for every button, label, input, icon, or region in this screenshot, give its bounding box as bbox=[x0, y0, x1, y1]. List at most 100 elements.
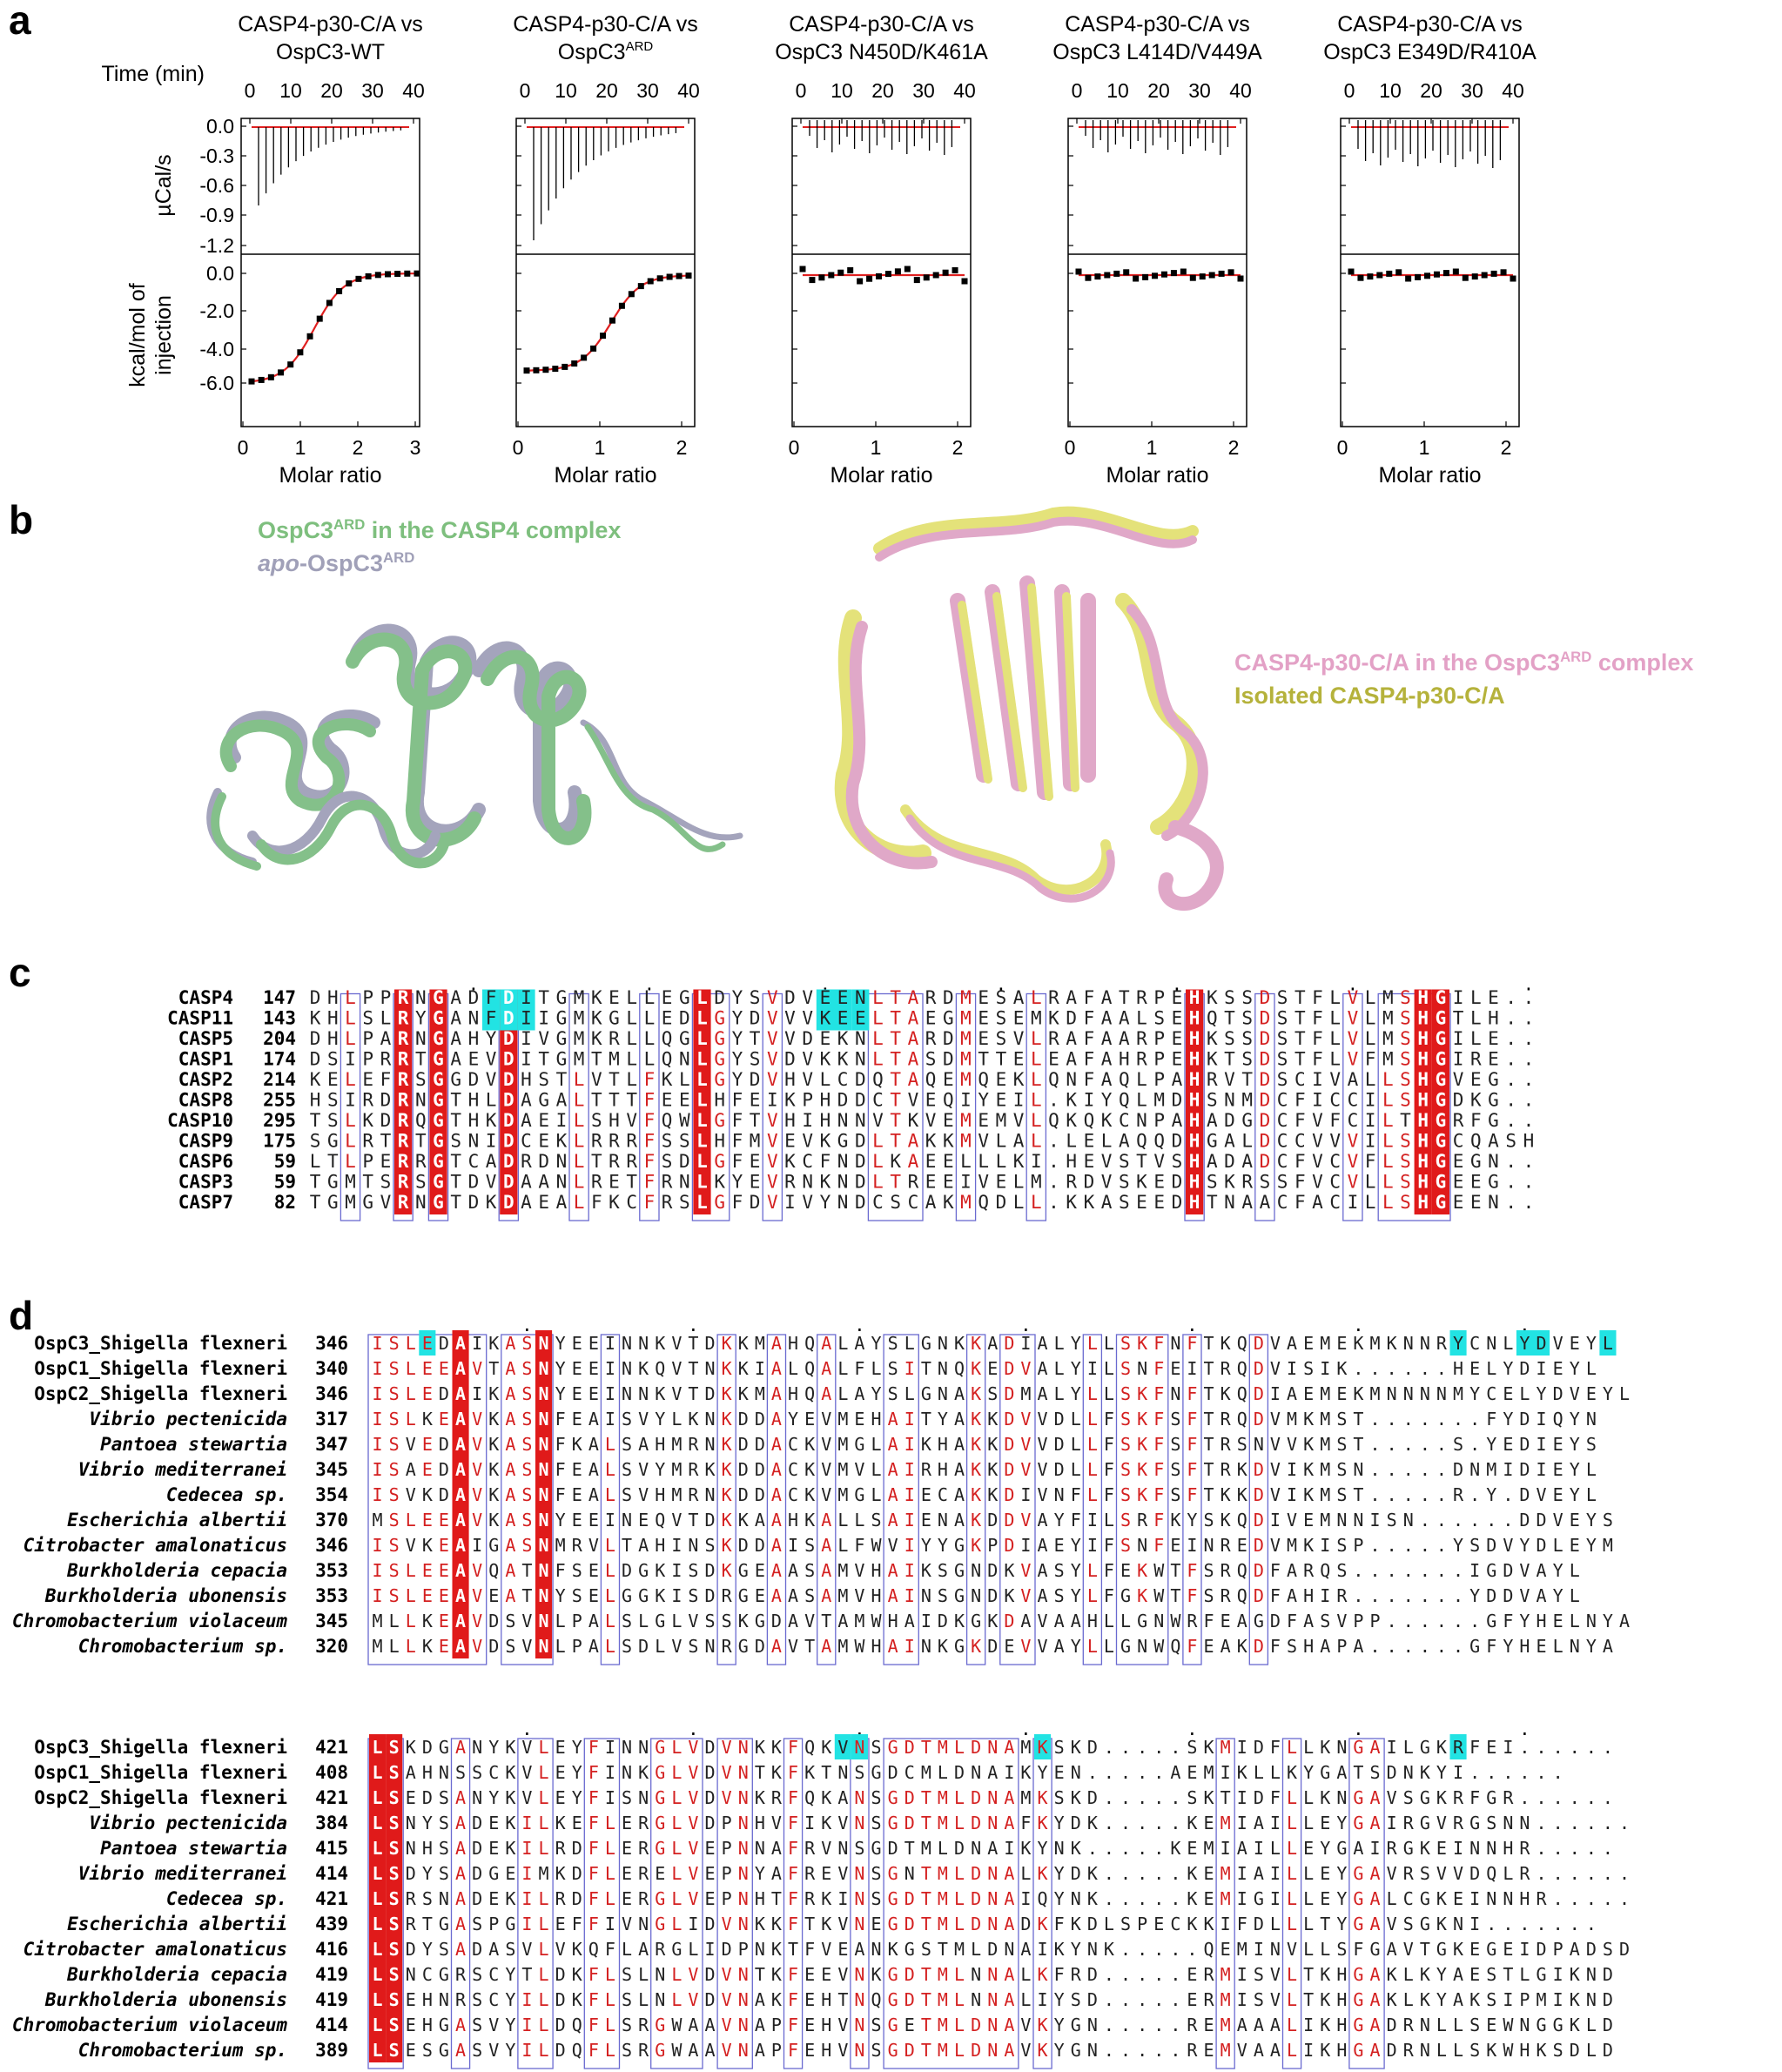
itc-title-line1: CASP4-p30-C/A vs bbox=[238, 12, 423, 37]
residue: K bbox=[1303, 1535, 1314, 1556]
residue: T bbox=[1353, 1484, 1363, 1505]
residue: R bbox=[1204, 1989, 1215, 2010]
residue: S bbox=[854, 1762, 864, 1783]
residue: L bbox=[1254, 1762, 1264, 1783]
residue: M bbox=[1221, 1964, 1231, 1985]
residue: S bbox=[662, 1131, 673, 1152]
residue: L bbox=[574, 1131, 585, 1152]
residue: E bbox=[422, 1560, 433, 1581]
residue: F bbox=[732, 1151, 743, 1172]
residue: G bbox=[622, 1585, 632, 1606]
residue: D bbox=[1254, 1737, 1264, 1758]
residue: I bbox=[1270, 1888, 1281, 1909]
residue: R bbox=[398, 1172, 409, 1193]
residue: E bbox=[662, 1090, 673, 1111]
residue: G bbox=[556, 1008, 568, 1029]
residue: Q bbox=[1048, 1110, 1059, 1131]
sequence-name: Citrobacter amalonaticus bbox=[24, 1939, 287, 1960]
residue: K bbox=[1071, 1914, 1081, 1934]
residue: L bbox=[605, 1989, 615, 2010]
residue: A bbox=[1119, 1008, 1130, 1029]
residue: F bbox=[588, 1762, 599, 1783]
residue: I bbox=[373, 1383, 383, 1404]
molar-tick-label: 0 bbox=[1065, 436, 1076, 459]
residue: N bbox=[855, 1049, 866, 1070]
residue: F bbox=[1153, 1484, 1164, 1505]
residue: . bbox=[1153, 1737, 1164, 1758]
residue: I bbox=[373, 1409, 383, 1430]
sequence-name: OspC2_Shigella flexneri bbox=[34, 1787, 287, 1808]
residue: E bbox=[820, 987, 831, 1008]
residue: N bbox=[971, 1838, 981, 1859]
residue: K bbox=[738, 1383, 749, 1404]
residue: T bbox=[804, 1636, 815, 1657]
residue: L bbox=[1470, 1008, 1482, 1029]
residue: I bbox=[605, 1914, 615, 1934]
residue: D bbox=[771, 1611, 782, 1631]
residue: A bbox=[455, 1863, 466, 1884]
residue: E bbox=[555, 1914, 566, 1934]
residue: K bbox=[938, 1636, 948, 1657]
residue: I bbox=[521, 1049, 532, 1070]
residue: E bbox=[1553, 1434, 1563, 1455]
residue: N bbox=[802, 1172, 813, 1193]
residue: N bbox=[738, 1914, 749, 1934]
residue: I bbox=[1503, 1459, 1513, 1480]
interface-residue-bg bbox=[834, 989, 852, 1010]
residue: R bbox=[398, 1090, 409, 1111]
residue: . bbox=[1619, 1888, 1630, 1909]
residue: I bbox=[1387, 1813, 1397, 1833]
residue: D bbox=[503, 1131, 514, 1152]
residue: T bbox=[771, 1888, 782, 1909]
identical-residue-bg bbox=[1186, 1112, 1204, 1133]
residue: L bbox=[626, 1049, 637, 1070]
residue: N bbox=[854, 1787, 864, 1808]
injection-heat-point bbox=[1142, 273, 1149, 280]
residue: G bbox=[655, 2040, 665, 2061]
residue: S bbox=[389, 1560, 400, 1581]
residue: E bbox=[978, 1110, 989, 1131]
binding-fit-curve bbox=[251, 272, 418, 383]
residue: D bbox=[1519, 1409, 1530, 1430]
residue: S bbox=[521, 1383, 532, 1404]
residue: F bbox=[1312, 1028, 1323, 1049]
residue: . bbox=[1553, 1737, 1563, 1758]
residue: V bbox=[1020, 1510, 1031, 1530]
residue: N bbox=[855, 1028, 866, 1049]
interface-residue-bg bbox=[834, 1010, 852, 1031]
residue: V bbox=[767, 1008, 778, 1029]
residue: R bbox=[1221, 1434, 1232, 1455]
residue: Q bbox=[804, 1358, 815, 1379]
sequence-name: CASP2 bbox=[178, 1069, 233, 1090]
residue: L bbox=[539, 2015, 549, 2035]
conservation-box bbox=[783, 1738, 804, 2069]
residue: . bbox=[1503, 1762, 1513, 1783]
ruler-dot: . bbox=[644, 974, 655, 995]
residue: L bbox=[638, 1989, 649, 2010]
sequence-name: CASP8 bbox=[178, 1090, 233, 1111]
residue: I bbox=[486, 1131, 497, 1152]
residue: L bbox=[1553, 1636, 1563, 1657]
residue: L bbox=[1470, 987, 1482, 1008]
residue: V bbox=[1519, 1560, 1530, 1581]
residue: L bbox=[1087, 1383, 1098, 1404]
residue: F bbox=[732, 1090, 743, 1111]
residue: K bbox=[722, 1358, 732, 1379]
residue: K bbox=[488, 1510, 499, 1530]
residue: L bbox=[406, 1560, 416, 1581]
residue: Y bbox=[1486, 1434, 1496, 1455]
residue: S bbox=[1277, 1172, 1288, 1193]
residue: I bbox=[605, 1737, 615, 1758]
residue: D bbox=[1519, 1484, 1530, 1505]
residue: R bbox=[655, 1939, 666, 1960]
residue: K bbox=[1071, 1838, 1081, 1859]
molar-ratio-label: Molar ratio bbox=[279, 463, 381, 488]
identical-residue-bg bbox=[452, 1532, 469, 1557]
residue: P bbox=[572, 1636, 582, 1657]
residue: G bbox=[1537, 1964, 1547, 1985]
residue: I bbox=[521, 987, 532, 1008]
residue: H bbox=[655, 1484, 665, 1505]
residue: G bbox=[433, 1049, 444, 1070]
residue: N bbox=[971, 1560, 981, 1581]
identical-residue-bg bbox=[386, 1860, 403, 1886]
